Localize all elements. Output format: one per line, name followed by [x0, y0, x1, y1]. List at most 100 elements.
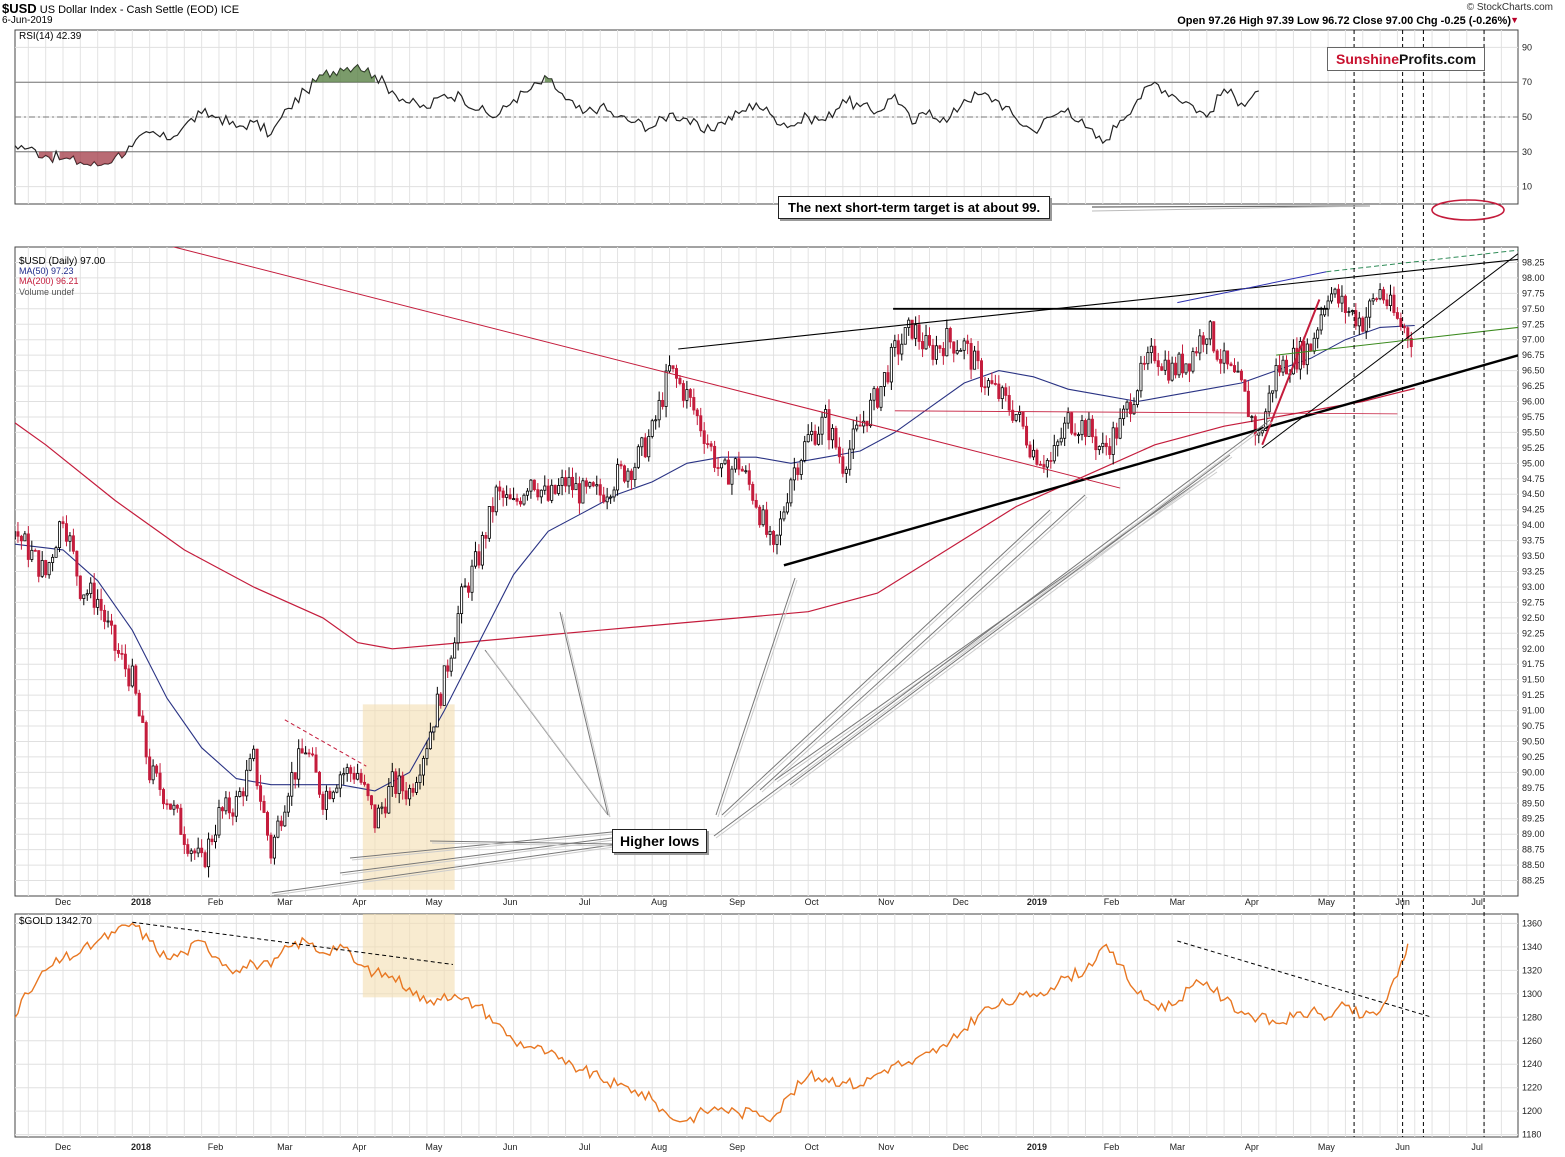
candle	[1371, 298, 1375, 302]
candle	[453, 642, 457, 659]
candle	[595, 484, 599, 487]
x-tick-label: Mar	[277, 897, 293, 907]
x-tick-label: Aug	[651, 897, 667, 907]
gold-dashed-trendline	[1177, 940, 1433, 1018]
x-tick-label: May	[425, 897, 443, 907]
candle	[82, 594, 86, 599]
candle	[300, 748, 304, 754]
y-tick-label: 96.25	[1522, 381, 1545, 391]
candle	[758, 506, 762, 526]
short-red-trendline	[1261, 299, 1321, 446]
candle	[1333, 288, 1337, 295]
candle	[321, 793, 325, 810]
y-tick-label: 93.25	[1522, 567, 1545, 577]
candle	[1042, 464, 1046, 468]
candle	[75, 550, 79, 577]
candle	[1018, 411, 1022, 415]
candle	[435, 693, 439, 728]
candle	[751, 483, 755, 501]
candle	[1399, 318, 1403, 327]
candle	[1070, 412, 1074, 434]
y-tick-label: 95.75	[1522, 412, 1545, 422]
candle	[664, 370, 668, 407]
candle	[602, 494, 606, 503]
candle	[810, 430, 814, 436]
candle	[1181, 353, 1185, 374]
candle	[1357, 317, 1361, 327]
target-callout: The next short-term target is at about 9…	[778, 196, 1051, 219]
candle	[636, 446, 640, 468]
candle	[948, 328, 952, 343]
candle	[449, 657, 453, 672]
candle	[1135, 390, 1139, 405]
candle	[186, 844, 190, 854]
y-tick-label: 30	[1522, 147, 1532, 157]
candle	[137, 692, 141, 717]
candle	[19, 535, 23, 542]
candle	[1406, 327, 1410, 339]
y-tick-label: 88.50	[1522, 860, 1545, 870]
candle	[259, 785, 263, 802]
y-tick-label: 91.50	[1522, 675, 1545, 685]
red-dashed-line	[284, 719, 367, 767]
higher-lows-pointer-shadow	[715, 421, 1273, 839]
candle	[148, 756, 152, 781]
higher-lows-pointer	[429, 840, 613, 845]
candle	[231, 812, 235, 817]
y-tick-label: 97.25	[1522, 319, 1545, 329]
candle	[955, 350, 959, 354]
candle	[869, 399, 873, 427]
x-tick-label: Sep	[729, 1142, 745, 1152]
y-tick-label: 90.25	[1522, 752, 1545, 762]
candle	[286, 795, 290, 813]
x-tick-label: Mar	[1170, 1142, 1186, 1152]
candle	[1083, 420, 1087, 437]
candle	[1031, 449, 1035, 458]
x-tick-label: Apr	[352, 1142, 366, 1152]
candle	[460, 586, 464, 615]
candle	[446, 665, 450, 672]
target-arrow	[1091, 205, 1371, 208]
candle	[754, 499, 758, 508]
candle	[1111, 427, 1115, 455]
candle	[1375, 298, 1379, 301]
higher-lows-pointer-shadow	[761, 496, 1088, 793]
gold-dashed-trendline	[132, 921, 453, 965]
x-tick-label: Dec	[55, 897, 72, 907]
candle	[827, 409, 831, 441]
candle	[969, 343, 973, 370]
x-tick-label: Jul	[1471, 1142, 1483, 1152]
candle	[1122, 408, 1126, 419]
candle	[997, 383, 1001, 399]
candle	[404, 790, 408, 800]
candle	[661, 399, 665, 407]
candle	[151, 765, 155, 781]
candle	[182, 834, 186, 845]
y-tick-label: 1320	[1522, 965, 1542, 975]
candle	[841, 456, 845, 474]
candle	[1063, 422, 1067, 439]
candle	[709, 443, 713, 447]
candle	[130, 665, 134, 687]
candle	[990, 380, 994, 384]
candle	[134, 665, 138, 694]
candle	[64, 523, 68, 542]
y-tick-label: 1200	[1522, 1106, 1542, 1116]
candle	[241, 791, 245, 797]
brand-logo: SunshineProfits.com	[1327, 47, 1486, 71]
rsi-line	[15, 63, 1259, 167]
candle	[681, 383, 685, 401]
candle	[903, 327, 907, 345]
candle	[629, 470, 633, 481]
candle	[647, 436, 651, 458]
candle	[1336, 288, 1340, 304]
y-tick-label: 96.50	[1522, 366, 1545, 376]
candle	[269, 834, 273, 859]
candle	[297, 748, 301, 780]
candle	[1274, 365, 1278, 392]
candle	[834, 427, 838, 448]
candle	[1187, 363, 1191, 372]
x-tick-label: Oct	[805, 1142, 820, 1152]
higher-lows-pointer	[271, 844, 613, 894]
x-tick-label: Jun	[1395, 1142, 1410, 1152]
